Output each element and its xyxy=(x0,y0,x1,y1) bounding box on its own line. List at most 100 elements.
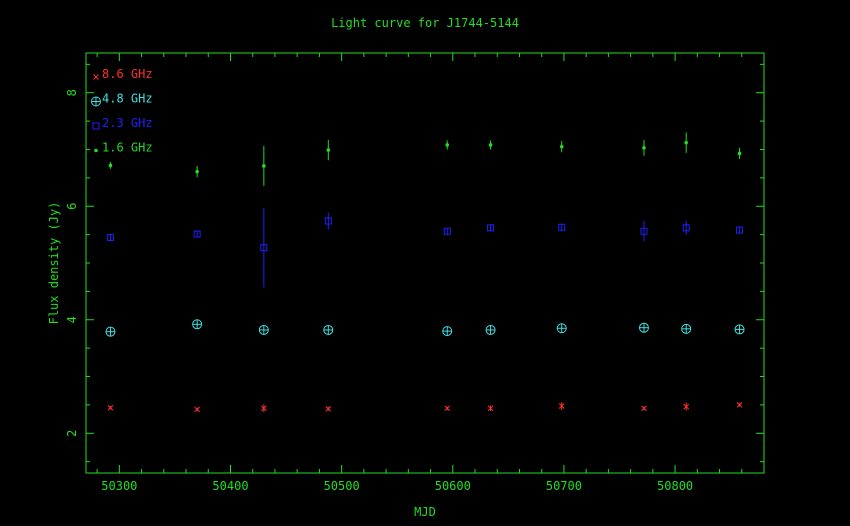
data-point xyxy=(195,165,199,178)
data-point xyxy=(640,221,648,242)
dot-mark xyxy=(108,163,113,168)
data-point xyxy=(107,404,114,411)
data-point xyxy=(192,319,203,330)
series-8-6-ghz xyxy=(107,402,743,413)
x-axis-label: MJD xyxy=(414,505,436,519)
dot-mark xyxy=(488,143,493,147)
data-point xyxy=(324,212,332,230)
square-mark xyxy=(736,226,744,234)
series-2-3-ghz xyxy=(106,207,744,288)
data-point xyxy=(487,224,495,232)
cross-mark xyxy=(260,405,267,412)
data-point xyxy=(323,324,334,335)
legend-item: 2.3 GHz xyxy=(92,116,153,130)
data-point xyxy=(485,324,496,335)
chart-title: Light curve for J1744-5144 xyxy=(331,16,519,30)
legend-item: 1.6 GHz xyxy=(94,141,153,155)
data-point xyxy=(737,147,742,160)
y-tick-label: 8 xyxy=(65,89,79,96)
square-mark xyxy=(487,224,495,232)
data-point xyxy=(556,323,567,334)
data-point xyxy=(559,140,564,153)
y-tick-label: 2 xyxy=(65,430,79,437)
cross-mark xyxy=(487,405,494,412)
data-point xyxy=(108,161,113,169)
data-point xyxy=(736,402,743,408)
cross-mark xyxy=(194,406,201,413)
x-tick-label: 50500 xyxy=(324,479,360,493)
data-point xyxy=(325,406,332,412)
data-point xyxy=(734,324,745,335)
square-mark xyxy=(260,244,268,252)
cross-mark xyxy=(558,403,565,409)
data-point xyxy=(683,402,690,411)
series-layer xyxy=(105,132,745,413)
data-point xyxy=(736,226,744,234)
data-point xyxy=(443,227,451,235)
legend-item: 4.8 GHz xyxy=(91,92,153,107)
data-point xyxy=(641,405,647,412)
y-tick-label: 4 xyxy=(65,316,79,323)
data-point xyxy=(681,323,692,334)
cross-mark xyxy=(444,405,451,412)
data-point xyxy=(444,405,451,412)
series-1-6-ghz xyxy=(108,132,742,186)
cross-mark xyxy=(736,402,743,408)
square-mark xyxy=(682,224,690,232)
cross-mark xyxy=(325,406,332,412)
legend-label: 4.8 GHz xyxy=(102,92,153,106)
data-point xyxy=(442,326,453,337)
data-point xyxy=(445,140,450,150)
square-mark xyxy=(106,233,114,241)
x-tick-label: 50700 xyxy=(546,479,582,493)
y-tick-label: 6 xyxy=(65,203,79,210)
plot-frame xyxy=(85,52,765,474)
square-mark xyxy=(193,230,201,238)
data-point xyxy=(558,223,566,231)
data-point xyxy=(488,140,493,150)
dot-mark xyxy=(642,145,646,150)
x-tick-label: 50300 xyxy=(101,479,137,493)
y-axis-label: Flux density (Jy) xyxy=(47,202,61,325)
legend-label: 2.3 GHz xyxy=(102,116,153,130)
axis-tick-labels: 50300 50400 50500 50600 50700 50800 2 4 6 8 xyxy=(65,89,693,493)
data-point xyxy=(106,233,114,241)
data-point xyxy=(326,139,331,161)
dot-mark xyxy=(195,169,199,174)
square-mark xyxy=(324,217,332,225)
dot-mark xyxy=(737,151,742,156)
data-point xyxy=(262,146,266,186)
dot-mark xyxy=(94,148,98,153)
square-mark xyxy=(640,227,648,235)
data-point xyxy=(260,404,267,413)
legend: 8.6 GHz 4.8 GHz 2.3 GHz 1.6 GHz xyxy=(91,67,153,155)
data-point xyxy=(638,322,649,333)
series-4-8-ghz xyxy=(105,319,745,337)
data-point xyxy=(642,139,646,156)
data-point xyxy=(105,326,116,337)
cross-mark xyxy=(107,404,114,411)
data-point xyxy=(260,207,268,288)
cross-mark xyxy=(93,74,99,80)
data-point xyxy=(194,406,201,413)
data-point xyxy=(684,132,688,153)
data-point xyxy=(193,230,201,238)
dot-mark xyxy=(445,143,450,147)
dot-mark xyxy=(559,144,564,149)
legend-item: 8.6 GHz xyxy=(93,67,153,81)
legend-label: 1.6 GHz xyxy=(102,141,153,155)
x-tick-label: 50400 xyxy=(212,479,248,493)
x-tick-label: 50800 xyxy=(657,479,693,493)
data-point xyxy=(682,221,690,235)
dot-mark xyxy=(684,140,688,145)
cross-mark xyxy=(683,403,690,410)
data-point xyxy=(258,324,269,335)
square-mark xyxy=(558,223,566,231)
dot-mark xyxy=(326,148,331,152)
cross-mark xyxy=(641,405,647,412)
dot-mark xyxy=(262,164,266,168)
data-point xyxy=(558,402,565,410)
square-mark xyxy=(443,227,451,235)
data-point xyxy=(487,405,494,412)
